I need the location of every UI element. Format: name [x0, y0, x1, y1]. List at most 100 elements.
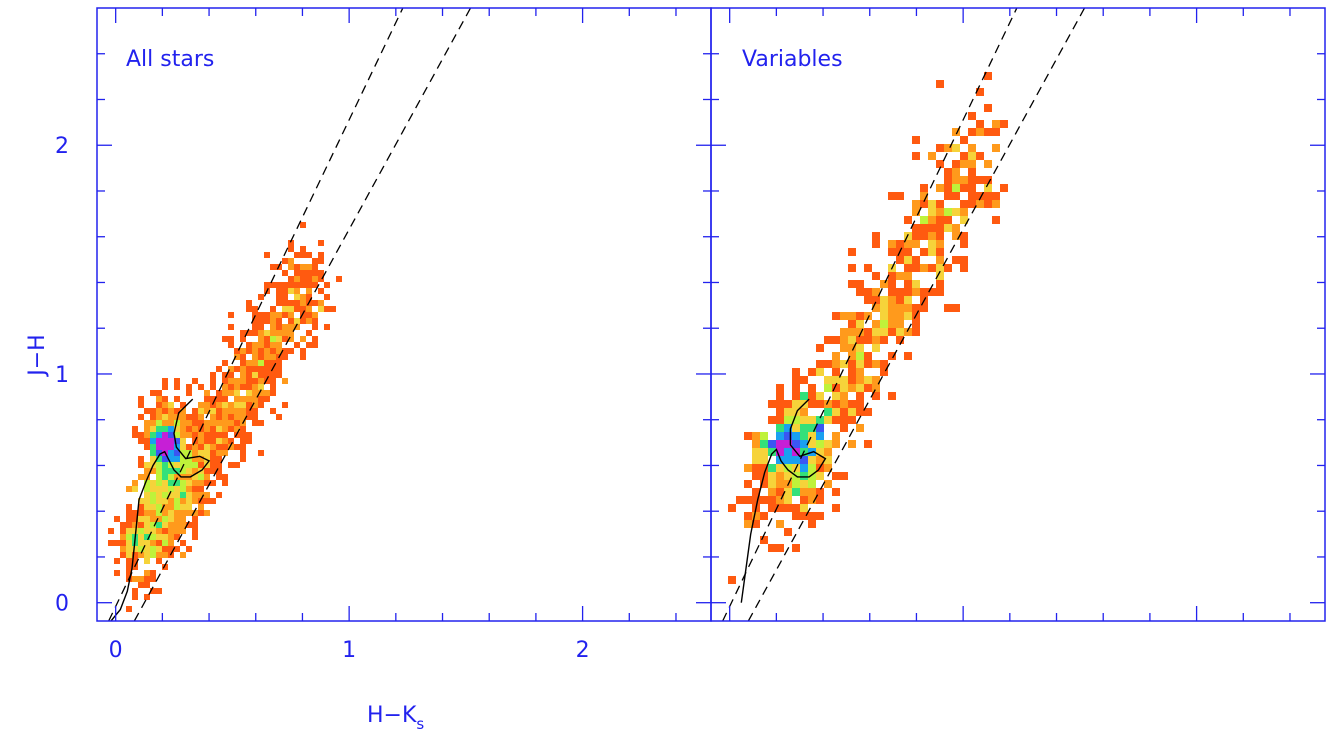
- density-cell: [168, 516, 174, 522]
- density-cell: [282, 330, 288, 336]
- density-cell: [968, 112, 976, 120]
- density-cell: [888, 296, 896, 304]
- density-cell: [168, 510, 174, 516]
- density-cell: [288, 312, 294, 318]
- density-cell: [808, 512, 816, 520]
- density-cell: [776, 472, 784, 480]
- density-cell: [156, 432, 162, 438]
- density-cell: [840, 384, 848, 392]
- density-cell: [800, 512, 808, 520]
- density-cell: [192, 516, 198, 522]
- density-cell: [228, 378, 234, 384]
- density-cell: [294, 318, 300, 324]
- density-cell: [138, 582, 144, 588]
- density-cell: [984, 192, 992, 200]
- density-cell: [824, 416, 832, 424]
- density-cell: [792, 456, 800, 464]
- density-cell: [896, 272, 904, 280]
- density-cell: [222, 450, 228, 456]
- y-tick-label: 0: [55, 592, 69, 617]
- density-cell: [144, 426, 150, 432]
- density-cell: [174, 492, 180, 498]
- density-cell: [984, 160, 992, 168]
- density-cell: [264, 390, 270, 396]
- y-tick-label: 2: [55, 134, 69, 159]
- density-cell: [288, 240, 294, 246]
- density-cell: [150, 546, 156, 552]
- density-cell: [904, 352, 912, 360]
- density-cell: [210, 408, 216, 414]
- density-cell: [204, 408, 210, 414]
- density-cell: [186, 522, 192, 528]
- x-axis-label: H−Ks: [367, 703, 424, 733]
- panel-label-all-stars: All stars: [126, 47, 214, 72]
- density-cell: [234, 462, 240, 468]
- density-cell: [162, 378, 168, 384]
- density-cell: [132, 552, 138, 558]
- density-cell: [126, 522, 132, 528]
- density-cell: [920, 304, 928, 312]
- density-cell: [936, 272, 944, 280]
- density-cell: [792, 416, 800, 424]
- density-cell: [880, 336, 888, 344]
- density-cell: [912, 136, 920, 144]
- density-cell: [912, 280, 920, 288]
- density-cell: [872, 344, 880, 352]
- density-cell: [162, 426, 168, 432]
- density-cell: [920, 200, 928, 208]
- density-cell: [952, 184, 960, 192]
- density-cell: [162, 486, 168, 492]
- density-cell: [180, 492, 186, 498]
- density-cell: [210, 462, 216, 468]
- density-cell: [288, 330, 294, 336]
- density-cell: [840, 392, 848, 400]
- density-cell: [760, 440, 768, 448]
- density-cell: [960, 136, 968, 144]
- density-cell: [952, 224, 960, 232]
- density-cell: [928, 248, 936, 256]
- density-cell: [912, 232, 920, 240]
- density-cell: [234, 354, 240, 360]
- density-cell: [162, 492, 168, 498]
- density-cell: [150, 438, 156, 444]
- density-cell: [144, 444, 150, 450]
- density-cell: [282, 300, 288, 306]
- density-cell: [968, 168, 976, 176]
- density-cell: [324, 282, 330, 288]
- density-cell: [168, 534, 174, 540]
- density-cell: [258, 354, 264, 360]
- density-cell: [240, 444, 246, 450]
- density-cell: [252, 324, 258, 330]
- density-cell: [162, 522, 168, 528]
- density-cell: [264, 396, 270, 402]
- density-cell: [138, 432, 144, 438]
- density-cell: [162, 504, 168, 510]
- density-cell: [276, 330, 282, 336]
- density-cell: [300, 348, 306, 354]
- density-cell: [276, 366, 282, 372]
- density-cell: [936, 288, 944, 296]
- density-cell: [282, 306, 288, 312]
- density-cell: [246, 366, 252, 372]
- density-cell: [216, 456, 222, 462]
- density-cell: [162, 480, 168, 486]
- density-cell: [264, 354, 270, 360]
- density-cell: [156, 540, 162, 546]
- density-cell: [840, 360, 848, 368]
- density-cell: [872, 392, 880, 400]
- density-cell: [784, 416, 792, 424]
- density-cell: [252, 312, 258, 318]
- density-cell: [896, 328, 904, 336]
- density-cell: [264, 336, 270, 342]
- density-cell: [288, 300, 294, 306]
- density-cell: [186, 462, 192, 468]
- density-cell: [294, 324, 300, 330]
- density-cell: [300, 246, 306, 252]
- density-cell: [228, 324, 234, 330]
- density-cell: [156, 456, 162, 462]
- density-cell: [960, 200, 968, 208]
- density-cell: [192, 378, 198, 384]
- density-cell: [888, 192, 896, 200]
- density-cell: [282, 336, 288, 342]
- density-cell: [144, 522, 150, 528]
